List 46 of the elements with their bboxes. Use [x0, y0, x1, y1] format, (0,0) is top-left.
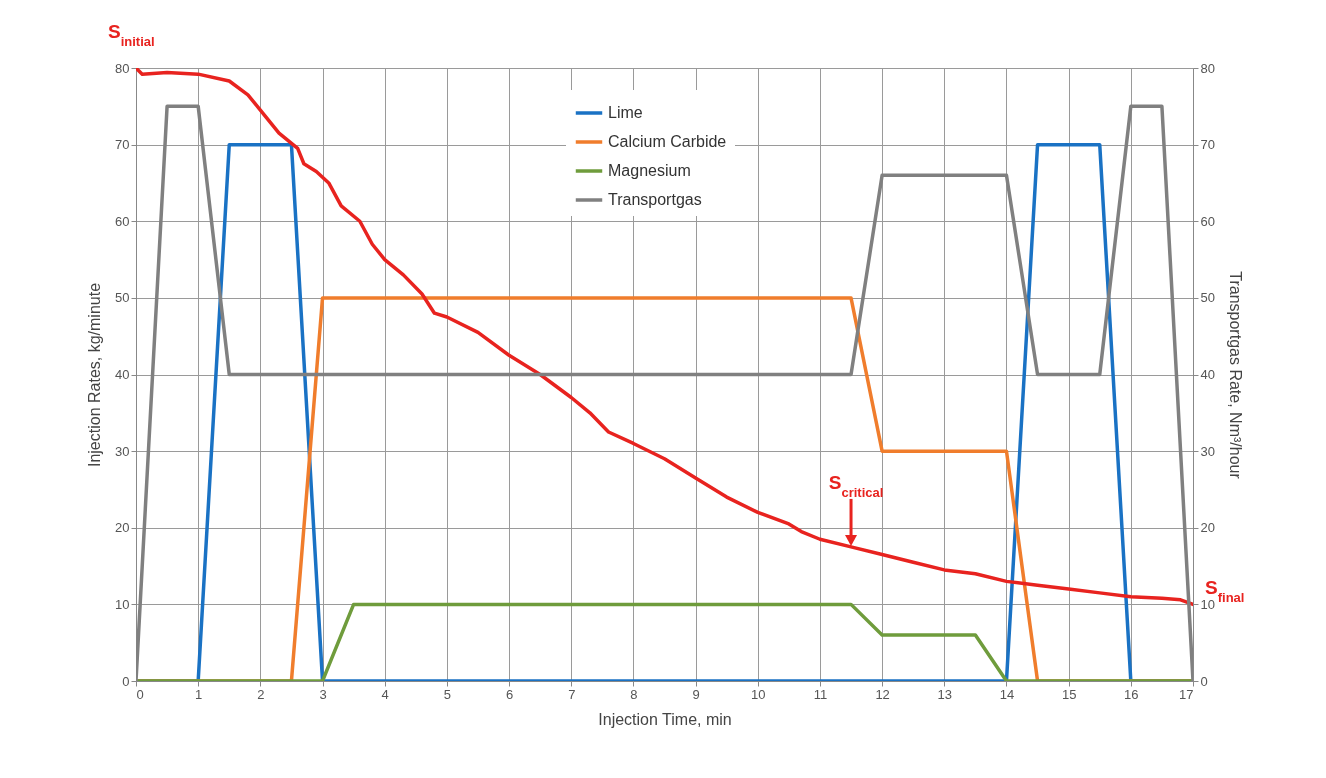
x-tick-label: 4 [381, 686, 389, 702]
y-tick-label: 0 [122, 673, 130, 689]
x-tick-label: 2 [257, 686, 265, 702]
line-series [136, 68, 1193, 607]
y-axis-title: Injection Rates, kg/minute [86, 282, 104, 468]
y2-tick-label: 50 [1200, 290, 1215, 306]
x-tick-label: 12 [875, 686, 890, 702]
x-tick-label: 8 [630, 686, 638, 702]
y-tick-label: 20 [115, 520, 130, 536]
y-tick-label: 60 [115, 213, 130, 229]
x-tick-label: 3 [319, 686, 327, 702]
y2-tick-label: 80 [1200, 60, 1215, 76]
x-tick-label: 0 [136, 686, 144, 702]
legend-label: Lime [608, 104, 643, 121]
y2-tick-label: 20 [1200, 520, 1215, 536]
x-tick-label: 17 [1179, 686, 1194, 702]
x-axis-title: Injection Time, min [598, 710, 732, 728]
y-tick-label: 30 [115, 443, 130, 459]
x-tick-label: 7 [568, 686, 576, 702]
x-tick-label: 16 [1124, 686, 1139, 702]
y2-tick-label: 30 [1200, 443, 1215, 459]
x-tick-label: 9 [692, 686, 700, 702]
x-tick-label: 10 [751, 686, 766, 702]
y2-tick-label: 10 [1200, 596, 1215, 612]
x-tick-label: 14 [999, 686, 1015, 702]
y-tick-label: 70 [115, 137, 130, 153]
annotation: S$_{critical}$ [828, 471, 884, 500]
x-tick-label: 6 [505, 686, 514, 702]
annotation: S$_{initial}$ [108, 21, 155, 49]
x-tick-label: 15 [1061, 686, 1077, 702]
x-tick-label: 5 [443, 686, 451, 702]
x-tick-label: 11 [813, 686, 828, 702]
y2-tick-label: 0 [1200, 673, 1208, 689]
x-tick-label: 13 [937, 686, 953, 702]
y2-tick-label: 70 [1200, 137, 1215, 153]
y-tick-label: 10 [115, 596, 130, 612]
legend-label: Magnesium [608, 162, 691, 179]
y-tick-label: 40 [115, 367, 130, 382]
y-tick-label: 80 [115, 60, 130, 76]
legend-label: Transportgas [608, 191, 702, 208]
y2-tick-label: 40 [1200, 367, 1215, 382]
y2-axis-title: Transportgas Rate, Nm³/hour [1226, 271, 1244, 480]
x-tick-label: 1 [195, 686, 203, 702]
legend-label: Calcium Carbide [608, 133, 727, 150]
y2-tick-label: 60 [1200, 213, 1215, 229]
y-tick-label: 50 [115, 290, 130, 306]
